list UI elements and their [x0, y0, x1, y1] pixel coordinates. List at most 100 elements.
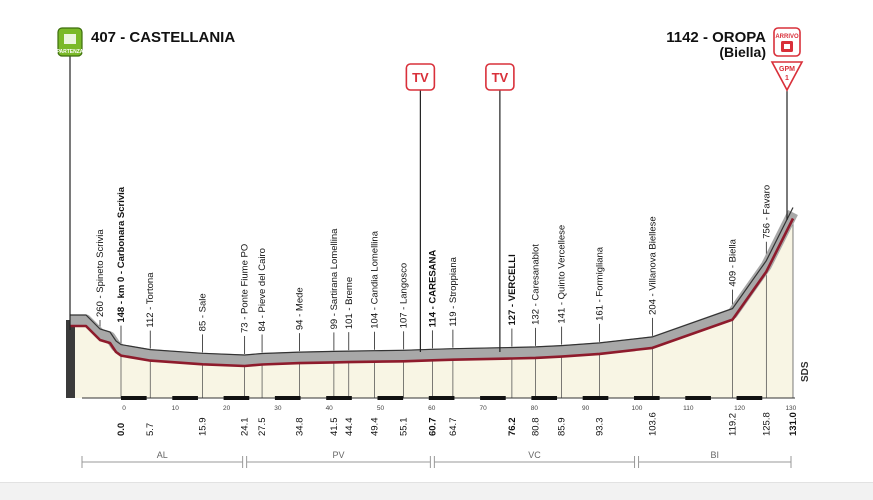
- km-axis-layer: 0 10 20 30 40 50 60 70 80 90 100 110 120 130: [82, 396, 797, 412]
- sds-watermark: SDS: [800, 361, 811, 382]
- km-segment: [736, 396, 763, 400]
- waypoint-label: 204 - Villanova Biellese: [647, 216, 658, 315]
- tv-label: TV: [492, 70, 509, 85]
- waypoint-label: 161 - Formigliana: [595, 246, 606, 321]
- finish-subtitle: (Biella): [719, 44, 766, 60]
- road-layer: [70, 207, 798, 368]
- waypoint-km: 24.1: [240, 418, 251, 437]
- km-segment: [685, 396, 711, 400]
- waypoint-km: 131.0: [788, 412, 799, 436]
- waypoint-label: 114 - CARESANA: [427, 250, 438, 328]
- waypoint-label: 85 - Sale: [198, 293, 209, 331]
- km-tick-label: 70: [479, 405, 487, 412]
- km-segment: [377, 396, 404, 400]
- waypoint-label: 112 - Tortona: [145, 272, 156, 328]
- waypoint-label: 260 - Spineto Scrivia: [95, 229, 106, 317]
- km-tick-label: 60: [428, 405, 436, 412]
- km-segment: [274, 396, 301, 400]
- km-tick-label: 50: [377, 405, 385, 412]
- start-flag-icon: [64, 34, 76, 44]
- km-segment: [172, 396, 198, 400]
- waypoint-km: 41.5: [329, 418, 340, 437]
- start-marker: PARTENZA 407 - CASTELLANIA: [57, 27, 235, 330]
- waypoint-label: 141 - Quinto Vercellese: [557, 225, 568, 324]
- province-label: PV: [332, 450, 344, 460]
- km-segment: [428, 396, 455, 400]
- waypoint-km: 49.4: [369, 418, 380, 437]
- waypoint-km: 93.3: [595, 418, 606, 437]
- km-tick-label: 90: [582, 405, 590, 412]
- province-label: VC: [528, 450, 541, 460]
- waypoint-label: 132 - Caresanablot: [530, 244, 541, 325]
- km-tick-label: 30: [274, 405, 282, 412]
- start-title: 407 - CASTELLANIA: [91, 29, 235, 46]
- tv-label: TV: [412, 70, 429, 85]
- km-tick-label: 10: [172, 405, 180, 412]
- province-label: BI: [711, 450, 720, 460]
- km-segment: [326, 396, 352, 400]
- waypoint-label: 101 - Breme: [344, 277, 355, 329]
- waypoint-km: 5.7: [145, 423, 156, 436]
- waypoint-labels-layer: 260 - Spineto Scrivia 148 - km 0 - Carbon…: [95, 185, 772, 333]
- waypoint-label: 119 - Stroppiana: [448, 256, 459, 326]
- waypoint-label: 148 - km 0 - Carbonara Scrivia: [116, 186, 127, 322]
- km-tick-label: 130: [785, 405, 796, 412]
- footer-band: [0, 482, 873, 500]
- waypoint-label: 94 - Mede: [295, 287, 306, 330]
- waypoint-km: 80.8: [530, 418, 541, 437]
- km-tick-label: 80: [531, 405, 539, 412]
- waypoint-label: 104 - Candia Lomellina: [369, 230, 380, 328]
- tv-badge: [405, 63, 436, 91]
- road-edge: [70, 207, 794, 356]
- start-badge-label: PARTENZA: [57, 49, 84, 55]
- km-segment: [531, 396, 558, 400]
- waypoint-km: 27.5: [257, 418, 268, 437]
- waypoint-km: 64.7: [448, 418, 459, 437]
- waypoint-label: 107 - Langosco: [399, 263, 410, 329]
- waypoint-km: 55.1: [399, 418, 410, 437]
- province-layer: AL PV VC BI: [81, 450, 792, 468]
- tv-badge: [485, 63, 515, 91]
- waypoint-km: 125.8: [761, 412, 772, 436]
- km-segment: [582, 396, 609, 400]
- waypoint-km: 119.2: [727, 413, 738, 436]
- km-segment: [223, 396, 250, 400]
- km-tick-label: 120: [734, 405, 745, 412]
- finish-badge-label: ARRIVO: [775, 34, 799, 40]
- tv-layer: TV TV: [405, 63, 515, 352]
- km-tick-label: 0: [122, 405, 126, 412]
- route-line: [70, 217, 795, 368]
- waypoint-km: 44.4: [344, 418, 355, 437]
- waypoint-km: 15.9: [198, 418, 209, 437]
- gpm-label: GPM: [779, 66, 795, 73]
- waypoint-label: 99 - Sartirana Lomellina: [329, 228, 340, 330]
- waypoint-label: 409 - Biella: [727, 238, 738, 286]
- km-segment: [633, 396, 660, 400]
- waypoint-label: 127 - VERCELLI: [507, 254, 518, 325]
- province-label: AL: [157, 450, 168, 460]
- km-tick-label: 40: [326, 405, 334, 412]
- gpm-triangle-icon: [770, 61, 804, 92]
- km-tick-label: 20: [223, 405, 231, 412]
- gpm-category: 1: [785, 75, 789, 82]
- km-labels-layer: 0.0 5.7 15.9 24.1 27.5 34.8 41.5 44.4 49.4 55.1 60…: [116, 412, 799, 436]
- waypoint-km: 0.0: [116, 423, 127, 436]
- km-tick-label: 100: [632, 405, 643, 412]
- finish-title: 1142 - OROPA: [666, 29, 766, 46]
- elevation-profile-chart: 0 10 20 30 40 50 60 70 80 90 100 110 120 130 260 - Sp…: [57, 27, 811, 468]
- waypoint-km: 103.6: [647, 412, 658, 436]
- start-block: [66, 320, 75, 398]
- km-tick-label: 110: [683, 405, 694, 412]
- waypoint-label: 73 - Ponte Fiume PO: [240, 244, 251, 333]
- waypoint-label: 84 - Pieve del Cairo: [257, 248, 268, 331]
- km-segment: [121, 396, 147, 400]
- finish-marker: ARRIVO GPM 1 1142 - OROPA (Biella): [666, 27, 804, 220]
- waypoint-km: 60.7: [427, 418, 438, 437]
- waypoint-km: 34.8: [295, 418, 306, 437]
- waypoint-km: 85.9: [557, 418, 568, 437]
- km-segment: [480, 396, 506, 400]
- waypoint-label: 756 - Favaro: [761, 185, 772, 239]
- waypoint-km: 76.2: [507, 418, 518, 437]
- road-surface: [70, 210, 798, 366]
